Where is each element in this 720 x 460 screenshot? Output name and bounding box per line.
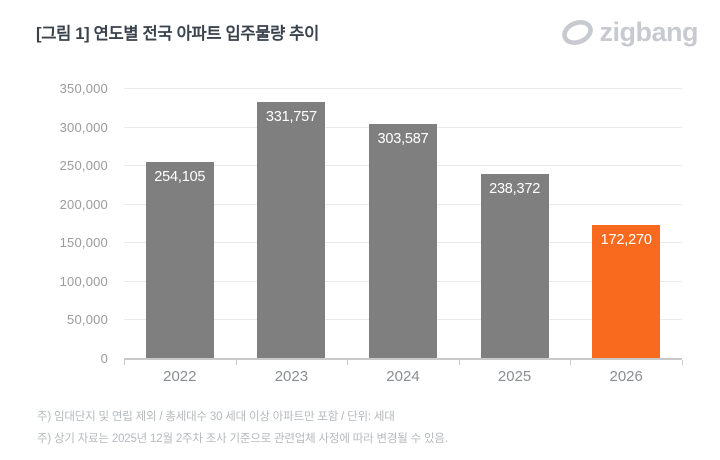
x-axis-tick [570,360,572,365]
bar-value-label: 238,372 [489,181,541,198]
x-axis-tick [124,360,125,365]
bar-2026: 172,270 [592,225,661,358]
footnote-exclusions: 주) 임대단지 및 연립 제외 / 총세대수 30 세대 이상 아파트만 포함 … [37,411,395,423]
y-axis-label: 50,000 [67,312,108,328]
bar-value-label: 254,105 [154,168,206,185]
x-axis-label: 2022 [163,368,197,385]
page-title: [그림 1] 연도별 전국 아파트 입주물량 추이 [36,25,320,43]
y-axis-label: 250,000 [59,158,108,174]
y-axis-label: 350,000 [59,81,108,96]
y-axis-label: 0 [100,351,108,366]
bar-chart-plot-area: 254,105 331,757 303,587 238,372 172,270 [124,88,682,360]
y-axis-label: 300,000 [59,119,108,135]
chart-footnotes: 주) 임대단지 및 연립 제외 / 총세대수 30 세대 이상 아파트만 포함 … [37,406,448,450]
bar-2025: 238,372 [480,174,549,358]
bar-value-label: 331,757 [265,109,317,126]
y-axis-label: 100,000 [59,273,108,289]
y-axis-label: 200,000 [59,196,108,212]
footnote-disclaimer: 주) 상기 자료는 2025년 12월 2주차 조사 기준으로 관련업체 사정에… [37,433,448,445]
x-axis-label: 2025 [497,368,532,385]
y-axis-label: 150,000 [59,235,108,251]
gridline [124,88,682,89]
x-axis-label: 2026 [609,368,643,385]
x-axis-tick [235,360,237,365]
x-axis-label: 2023 [274,368,309,385]
x-axis-tick [458,360,460,365]
zigbang-logo: zigbang [559,16,699,49]
zigbang-logo-text: zigbang [599,17,699,47]
x-axis-tick [347,360,349,365]
bar-2023: 331,757 [257,102,326,358]
bar-2024: 303,587 [369,123,437,358]
bar-value-label: 172,270 [600,232,652,249]
bar-value-label: 303,587 [377,130,429,147]
x-axis-label: 2024 [386,368,420,385]
bar-2022: 254,105 [145,161,214,358]
zigbang-logo-icon [559,16,596,49]
x-axis-tick [682,360,683,365]
